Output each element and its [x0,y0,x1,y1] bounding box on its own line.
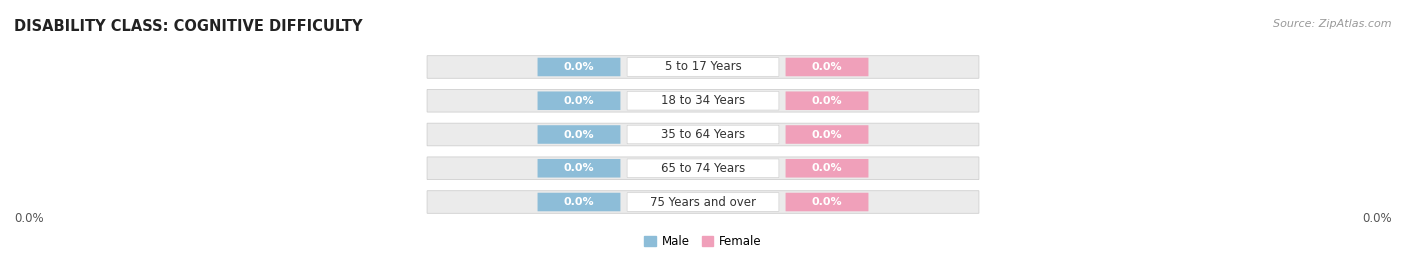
Text: 0.0%: 0.0% [14,212,44,225]
Text: Source: ZipAtlas.com: Source: ZipAtlas.com [1274,19,1392,29]
Text: 0.0%: 0.0% [811,62,842,72]
Text: 0.0%: 0.0% [564,197,595,207]
Text: 5 to 17 Years: 5 to 17 Years [665,61,741,73]
FancyBboxPatch shape [537,159,620,178]
FancyBboxPatch shape [427,123,979,146]
Text: 0.0%: 0.0% [811,197,842,207]
Text: 0.0%: 0.0% [564,62,595,72]
FancyBboxPatch shape [427,56,979,78]
FancyBboxPatch shape [786,58,869,76]
FancyBboxPatch shape [427,89,979,112]
Text: 65 to 74 Years: 65 to 74 Years [661,162,745,175]
FancyBboxPatch shape [427,191,979,213]
FancyBboxPatch shape [627,125,779,144]
Text: 35 to 64 Years: 35 to 64 Years [661,128,745,141]
Text: 0.0%: 0.0% [564,163,595,173]
FancyBboxPatch shape [537,125,620,144]
FancyBboxPatch shape [537,58,620,76]
Text: 0.0%: 0.0% [811,163,842,173]
FancyBboxPatch shape [786,193,869,211]
FancyBboxPatch shape [427,157,979,180]
Text: 0.0%: 0.0% [1362,212,1392,225]
FancyBboxPatch shape [786,125,869,144]
FancyBboxPatch shape [786,91,869,110]
FancyBboxPatch shape [627,91,779,110]
Text: 75 Years and over: 75 Years and over [650,196,756,208]
Text: 0.0%: 0.0% [811,129,842,140]
FancyBboxPatch shape [537,91,620,110]
Text: 18 to 34 Years: 18 to 34 Years [661,94,745,107]
FancyBboxPatch shape [627,193,779,211]
Legend: Male, Female: Male, Female [640,230,766,253]
Text: 0.0%: 0.0% [564,129,595,140]
FancyBboxPatch shape [786,159,869,178]
FancyBboxPatch shape [537,193,620,211]
FancyBboxPatch shape [627,58,779,76]
Text: DISABILITY CLASS: COGNITIVE DIFFICULTY: DISABILITY CLASS: COGNITIVE DIFFICULTY [14,19,363,34]
Text: 0.0%: 0.0% [811,96,842,106]
FancyBboxPatch shape [627,159,779,178]
Text: 0.0%: 0.0% [564,96,595,106]
